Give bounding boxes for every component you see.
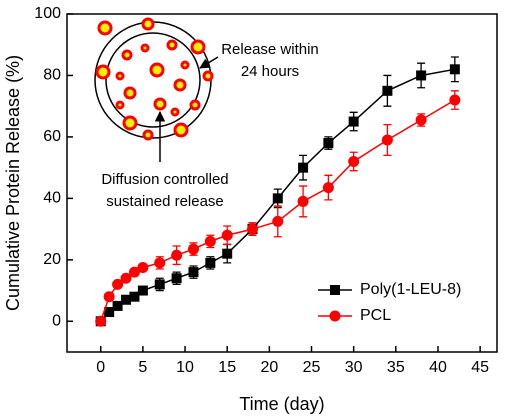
data-point [204,235,216,247]
data-point [112,278,124,290]
data-point [121,294,132,305]
data-point [221,229,233,241]
annotation: 24 hours [241,63,299,80]
data-point [154,257,166,269]
data-point [128,266,140,278]
data-point [382,85,393,96]
data-point [449,94,461,106]
data-point [154,279,165,290]
annotation: sustained release [106,193,224,210]
data-point [246,223,258,235]
x-tick-label: 40 [429,359,447,376]
y-tick-label: 40 [43,190,61,207]
x-tick-label: 15 [218,359,236,376]
x-tick-label: 0 [96,359,105,376]
data-point [95,315,107,327]
data-point [298,162,309,173]
y-tick-label: 20 [43,251,61,268]
data-point [112,300,123,311]
data-point [272,215,284,227]
x-axis-label: Time (day) [239,394,324,414]
x-tick-label: 5 [138,359,147,376]
legend-label: PCL [360,307,391,324]
annotation: Release within [221,41,319,58]
data-point [103,291,115,303]
data-point [449,64,460,75]
data-point [120,272,132,284]
data-point [322,182,334,194]
x-tick-label: 20 [260,359,278,376]
data-point [187,243,199,255]
x-tick-label: 10 [176,359,194,376]
data-point [205,257,216,268]
data-point [415,114,427,126]
data-point [272,193,283,204]
inset-diagram [94,17,219,162]
data-point [222,248,233,259]
x-tick-label: 30 [345,359,363,376]
data-point [137,285,148,296]
y-axis-label: Cumulative Protein Release (%) [3,55,23,311]
annotation: Diffusion controlled [101,171,228,188]
data-point [323,138,334,149]
x-tick-label: 25 [303,359,321,376]
data-point [348,155,360,167]
y-tick-label: 100 [34,5,61,22]
data-point [137,262,149,273]
data-point [416,70,427,81]
data-point [381,134,393,146]
data-point [104,307,115,318]
y-tick-label: 80 [43,67,61,84]
x-tick-label: 35 [387,359,405,376]
data-point [188,267,199,278]
data-point [171,249,183,261]
data-point [297,195,309,207]
data-point [129,291,140,302]
legend-marker [330,285,340,295]
legend-marker [329,310,341,322]
x-tick-label: 45 [471,359,489,376]
y-tick-label: 0 [52,312,61,329]
data-point [348,116,359,127]
data-point [171,273,182,284]
y-tick-label: 60 [43,128,61,145]
legend-label: Poly(1-LEU-8) [360,281,461,298]
plot-frame [66,13,498,353]
